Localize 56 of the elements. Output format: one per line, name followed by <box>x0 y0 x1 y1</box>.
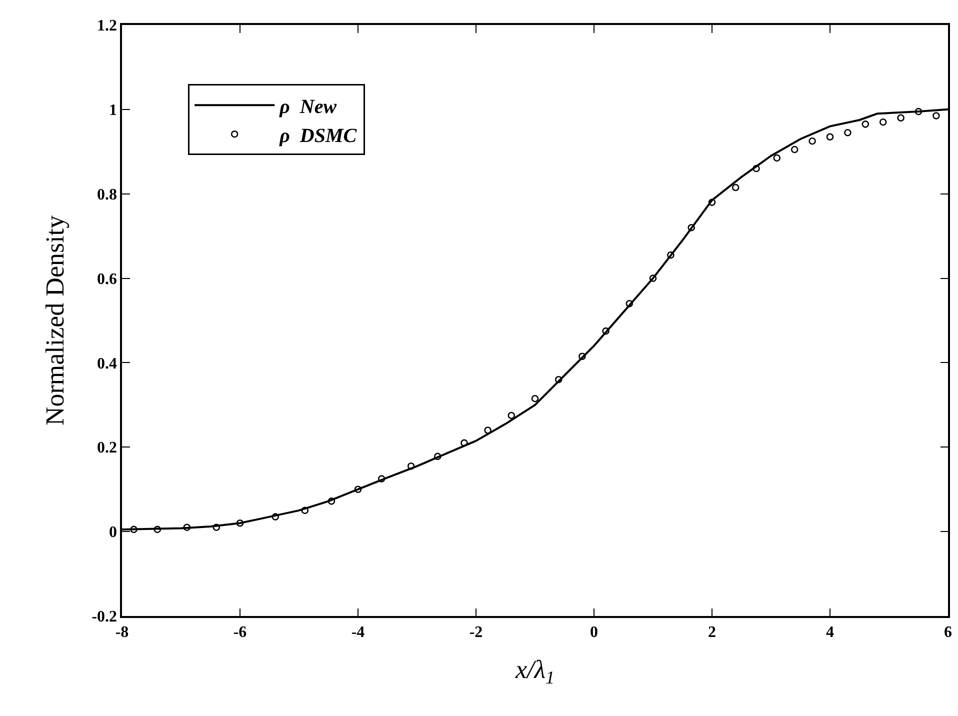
point <box>667 251 674 259</box>
point <box>914 108 922 116</box>
legend-label: ρ DSMC <box>278 124 358 147</box>
point <box>708 198 716 206</box>
y-tick-label: 1.2 <box>97 18 118 35</box>
point <box>844 129 852 136</box>
x-tick-label: 0 <box>590 624 598 641</box>
point <box>826 133 834 141</box>
legend-label: ρ New <box>278 96 338 118</box>
point <box>897 114 904 122</box>
x-axis-title: x/λ$_{1}$ <box>514 655 555 688</box>
point <box>183 524 191 531</box>
y-tick-label: 0.2 <box>97 440 118 457</box>
y-tick-label: 1 <box>109 102 118 120</box>
y-tick-label: 0.6 <box>97 270 118 288</box>
x-tick-label: 2 <box>708 624 716 641</box>
point <box>354 486 362 494</box>
point <box>626 300 634 308</box>
y-tick-label: 0.4 <box>97 355 118 372</box>
x-tick-label: -8 <box>115 624 129 641</box>
point <box>602 327 610 335</box>
point <box>212 524 220 531</box>
point <box>752 164 760 172</box>
point <box>484 426 492 434</box>
y-tick-label: 0 <box>109 524 118 542</box>
point <box>879 118 887 126</box>
point <box>862 120 870 128</box>
x-tick-label: -4 <box>351 624 365 641</box>
x-tick-label: -2 <box>469 624 483 641</box>
x-tick-label: -6 <box>233 624 247 641</box>
point <box>932 112 940 120</box>
point <box>328 498 336 505</box>
point <box>434 452 442 460</box>
point <box>236 519 244 527</box>
point <box>130 526 138 534</box>
point <box>790 146 798 154</box>
point <box>272 513 280 520</box>
point <box>732 184 740 192</box>
point <box>460 439 468 447</box>
point <box>154 526 162 534</box>
point <box>301 506 309 514</box>
y-tick-label: 0.8 <box>97 186 118 204</box>
point <box>508 412 516 420</box>
point <box>531 394 539 402</box>
point <box>808 137 816 145</box>
point <box>407 462 415 470</box>
y-tick-label: -0.2 <box>92 608 118 626</box>
point <box>773 154 781 162</box>
point <box>649 274 657 282</box>
point <box>688 224 695 232</box>
point <box>378 475 386 482</box>
x-tick-label: 6 <box>944 624 952 641</box>
point <box>554 376 562 384</box>
x-tick-label: 4 <box>826 624 834 641</box>
y-axis-title: Normalized Density <box>40 215 70 426</box>
point <box>578 352 586 360</box>
